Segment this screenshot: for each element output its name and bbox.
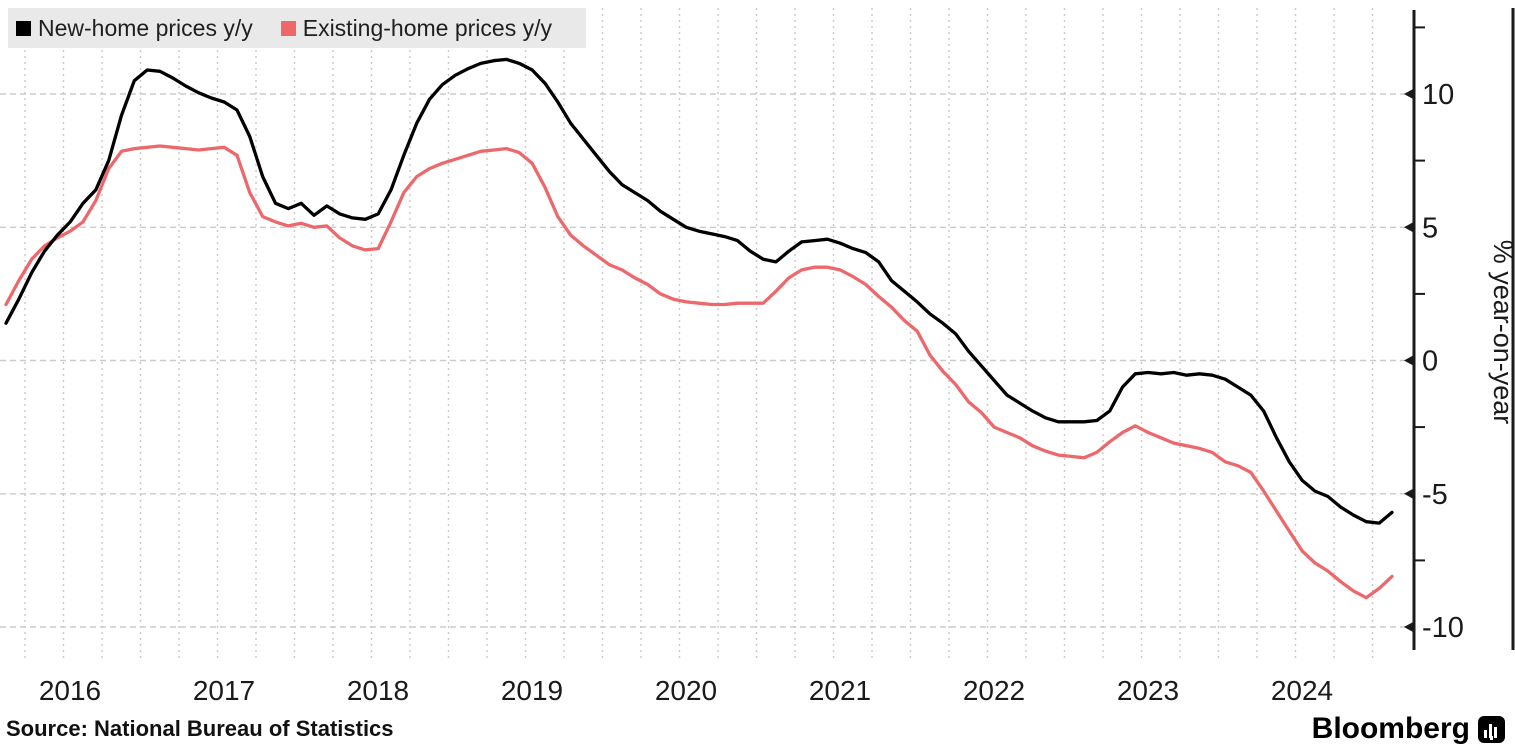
bloomberg-branding: Bloomberg <box>1312 712 1505 746</box>
x-axis-labels: 2016 2017 2018 2019 2020 2021 2022 2023 2024 <box>39 675 1333 706</box>
x-tick-label: 2024 <box>1271 675 1333 706</box>
y-tick-label: -5 <box>1422 479 1448 511</box>
chart-series <box>4 57 1394 600</box>
bloomberg-wordmark: Bloomberg <box>1311 712 1470 745</box>
x-tick-label: 2023 <box>1117 675 1179 706</box>
legend: New-home prices y/y Existing-home prices… <box>8 8 586 48</box>
x-tick-label: 2017 <box>193 675 255 706</box>
bloomberg-logo-icon <box>1478 715 1505 743</box>
source-note: Source: National Bureau of Statistics <box>6 716 394 741</box>
x-tick-label: 2019 <box>501 675 563 706</box>
vertical-gridlines <box>24 8 1374 658</box>
legend-label-new-home: New-home prices y/y <box>38 14 253 41</box>
legend-swatch-existing-home-icon <box>280 20 296 36</box>
horizontal-gridlines <box>0 93 1410 628</box>
x-tick-label: 2016 <box>39 675 101 706</box>
legend-item-existing-home[interactable]: Existing-home prices y/y <box>280 14 552 42</box>
y-axis-title: % year-on-year <box>1488 240 1515 425</box>
series-line-new-home <box>4 57 1394 525</box>
y-major-tick-arrow-icon <box>1404 221 1414 233</box>
x-tick-label: 2022 <box>963 675 1025 706</box>
x-tick-label: 2020 <box>655 675 717 706</box>
y-tick-label: 10 <box>1422 79 1454 111</box>
legend-item-new-home[interactable]: New-home prices y/y <box>16 15 253 42</box>
series-line-existing-home <box>4 144 1394 600</box>
y-tick-label: -10 <box>1422 612 1464 644</box>
y-major-tick-arrow-icon <box>1404 488 1414 500</box>
x-tick-label: 2021 <box>809 675 871 706</box>
y-major-tick-arrow-icon <box>1404 621 1414 633</box>
y-tick-label: 5 <box>1422 212 1438 244</box>
y-major-tick-arrow-icon <box>1404 355 1414 366</box>
legend-label-existing-home: Existing-home prices y/y <box>302 14 552 41</box>
x-tick-label: 2018 <box>347 675 409 706</box>
y-tick-label: 0 <box>1422 346 1438 378</box>
y-major-tick-arrow-icon <box>1404 88 1414 100</box>
y-axis: 10 5 0 -5 -10 <box>1404 10 1464 650</box>
legend-swatch-new-home-icon <box>16 20 31 36</box>
